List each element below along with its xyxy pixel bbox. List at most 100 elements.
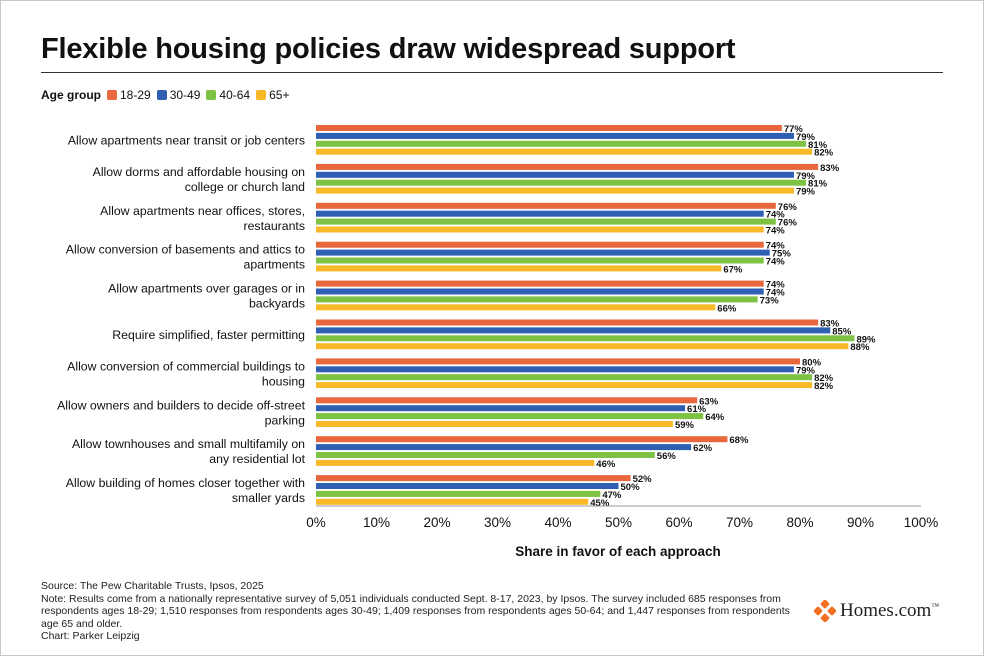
homes-logo-trademark: ™ <box>931 601 940 611</box>
bar <box>316 202 776 209</box>
data-label: 82% <box>814 381 834 392</box>
data-label: 68% <box>729 435 749 446</box>
bar <box>316 171 794 178</box>
data-label: 63% <box>699 396 719 407</box>
data-label: 67% <box>723 264 743 275</box>
bar <box>316 249 770 256</box>
bar <box>316 421 673 427</box>
data-label: 76% <box>778 218 798 229</box>
x-tick-label: 30% <box>484 515 511 530</box>
data-label: 79% <box>796 132 816 143</box>
data-label: 82% <box>814 373 834 384</box>
data-label: 82% <box>814 148 834 159</box>
x-tick-label: 20% <box>423 515 450 530</box>
bar <box>316 397 698 404</box>
data-label: 74% <box>766 226 786 237</box>
bar <box>316 226 764 233</box>
bar <box>316 366 794 373</box>
data-label: 47% <box>602 490 622 501</box>
source-text: Source: The Pew Charitable Trusts, Ipsos… <box>41 580 264 592</box>
x-tick-label: 50% <box>605 515 632 530</box>
category-label: housing <box>262 374 305 388</box>
category-label: parking <box>265 413 305 427</box>
x-tick-label: 10% <box>363 515 390 530</box>
data-label: 83% <box>820 163 840 174</box>
legend-label-30-49: 30-49 <box>169 88 201 102</box>
data-label: 74% <box>766 280 786 291</box>
legend-label-18-29: 18-29 <box>120 88 151 102</box>
chart-footer: Source: The Pew Charitable Trusts, Ipsos… <box>41 580 801 643</box>
data-label: 80% <box>802 357 822 368</box>
data-label: 74% <box>766 210 786 221</box>
bar <box>316 288 764 295</box>
bar <box>316 304 716 311</box>
legend-item-18-29: 18-29 <box>107 88 151 102</box>
homes-logo-icon <box>814 600 836 622</box>
category-label: Allow apartments over garages or in <box>108 282 305 296</box>
bar <box>316 459 595 466</box>
legend-title: Age group <box>41 88 101 102</box>
category-label: Allow apartments near transit or job cen… <box>68 134 305 148</box>
data-label: 76% <box>778 202 798 213</box>
data-label: 74% <box>766 288 786 299</box>
bar <box>316 475 631 482</box>
data-label: 73% <box>760 295 780 306</box>
bar <box>316 218 776 225</box>
bar <box>316 140 807 147</box>
data-label: 61% <box>687 404 707 415</box>
category-label: Allow apartments near offices, stores, <box>100 204 305 218</box>
homes-logo-text: Homes.com™ <box>840 600 939 622</box>
bar <box>316 452 655 458</box>
chart-title: Flexible housing policies draw widesprea… <box>41 33 736 65</box>
legend-swatch-40-64 <box>206 90 217 100</box>
bar <box>316 436 728 443</box>
title-divider <box>41 72 943 73</box>
category-label: Allow building of homes closer together … <box>66 476 305 490</box>
bar <box>316 413 704 420</box>
bar <box>316 343 849 350</box>
data-label: 81% <box>808 179 828 190</box>
data-label: 74% <box>766 257 786 268</box>
data-label: 79% <box>796 187 816 198</box>
bar <box>316 490 601 497</box>
data-label: 79% <box>796 365 816 376</box>
data-label: 88% <box>850 342 870 353</box>
bar <box>316 335 855 342</box>
category-label: Allow owners and builders to decide off-… <box>57 398 305 412</box>
logo-petal <box>820 600 830 609</box>
homes-logo: Homes.com™ <box>814 599 939 623</box>
data-label: 52% <box>633 474 653 485</box>
legend-swatch-65-plus <box>256 90 267 100</box>
data-label: 83% <box>820 319 840 330</box>
data-label: 64% <box>705 412 725 423</box>
x-tick-label: 60% <box>665 515 692 530</box>
category-label: college or church land <box>185 180 305 194</box>
bar <box>316 374 813 381</box>
bar <box>316 444 692 451</box>
legend-label-65-plus: 65+ <box>269 88 290 102</box>
x-tick-label: 80% <box>786 515 813 530</box>
legend-item-30-49: 30-49 <box>156 88 201 102</box>
bar <box>316 280 764 287</box>
bar <box>316 210 764 217</box>
category-label: backyards <box>249 297 305 311</box>
x-tick-label: 0% <box>306 515 326 530</box>
legend-label-40-64: 40-64 <box>219 88 251 102</box>
bar <box>316 319 819 326</box>
x-axis-title: Share in favor of each approach <box>515 544 721 559</box>
data-label: 62% <box>693 443 713 454</box>
data-label: 59% <box>675 420 695 431</box>
data-label: 77% <box>784 124 804 135</box>
legend: Age group 18-29 30-49 40-64 65+ <box>41 87 295 103</box>
data-label: 74% <box>766 241 786 252</box>
category-label: Allow conversion of basements and attics… <box>66 243 305 257</box>
bar <box>316 483 619 489</box>
bar <box>316 179 807 186</box>
bar <box>316 498 589 505</box>
legend-swatch-30-49 <box>156 90 167 100</box>
data-label: 89% <box>856 334 876 345</box>
data-label: 81% <box>808 140 828 151</box>
data-label: 45% <box>590 498 610 509</box>
credit-text: Chart: Parker Leipzig <box>41 630 140 643</box>
bar <box>316 296 758 303</box>
